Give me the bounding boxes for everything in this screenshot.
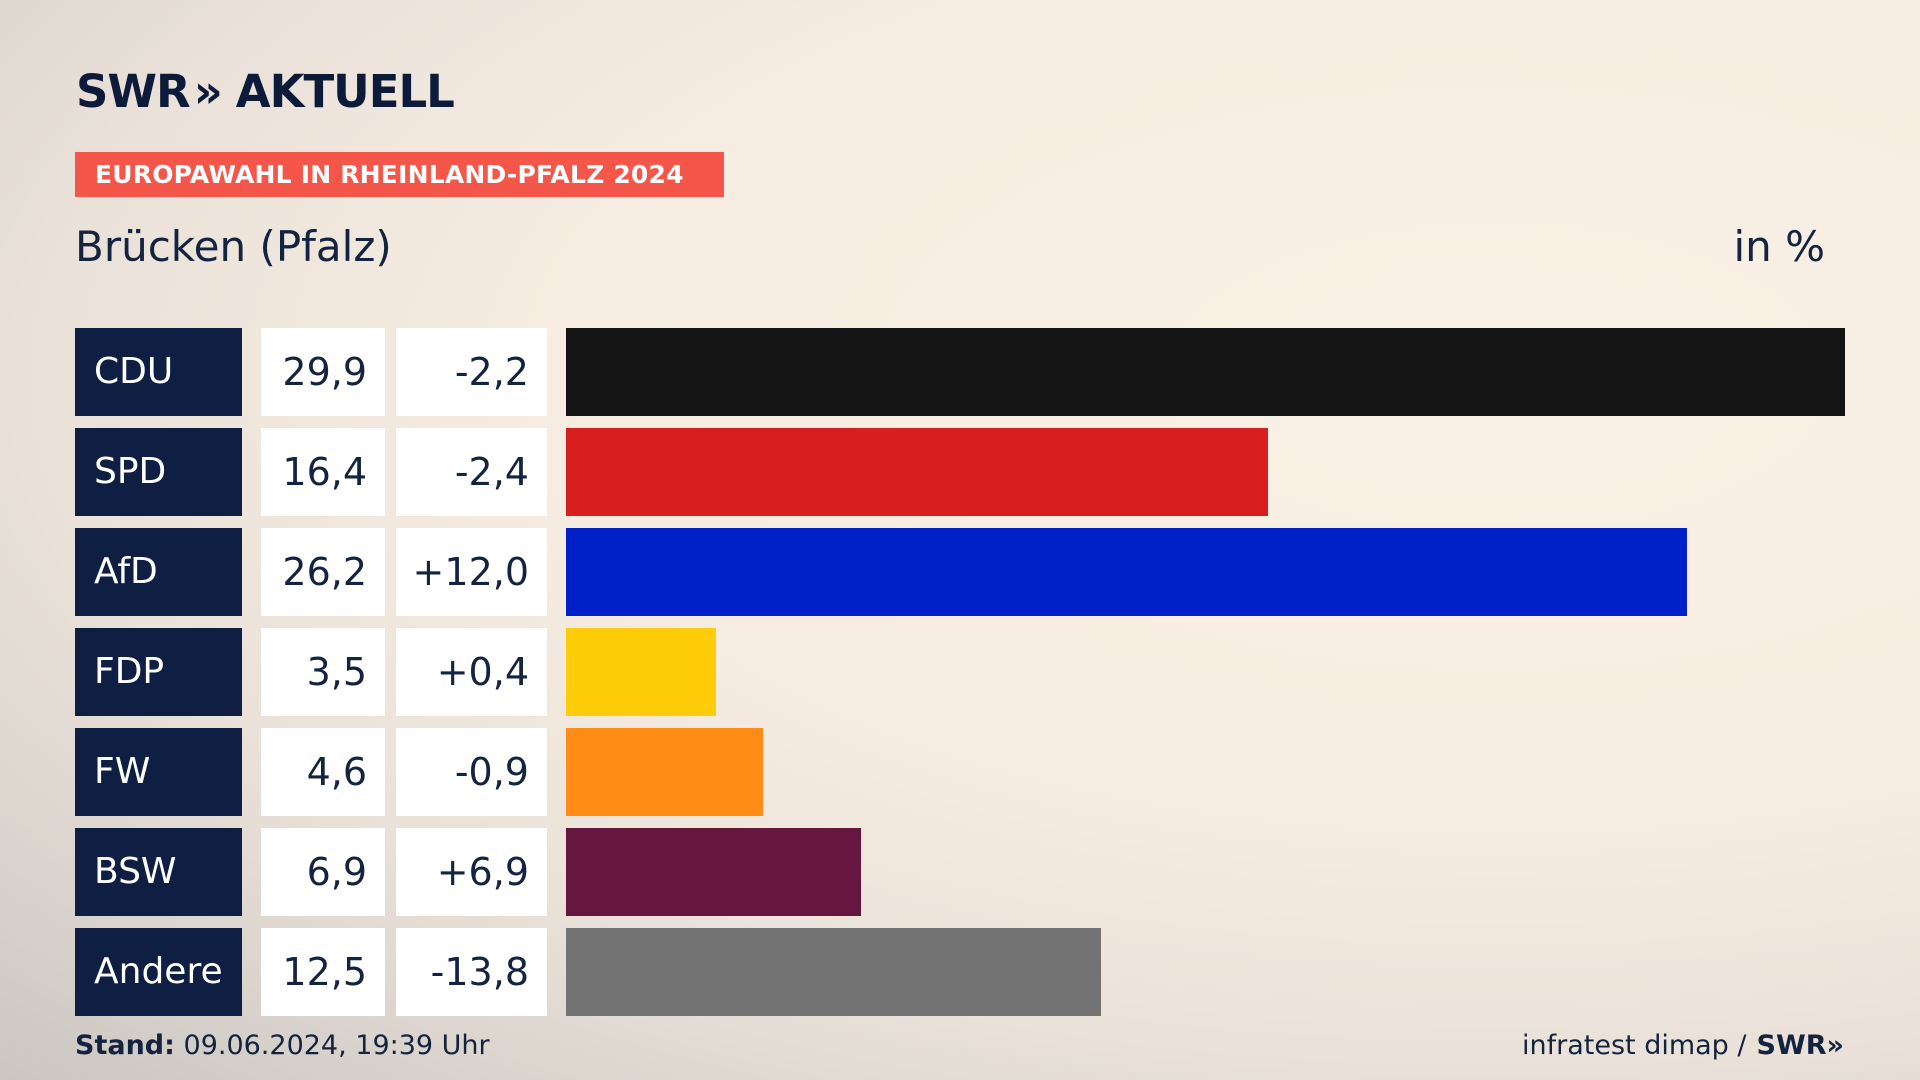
result-bar (566, 928, 1101, 1016)
stand-value: 09.06.2024, 19:39 Uhr (183, 1030, 490, 1061)
result-bar (566, 528, 1687, 616)
source-brand-text: SWR (1756, 1030, 1827, 1061)
party-label: AfD (75, 528, 242, 616)
election-banner: EUROPAWAHL IN RHEINLAND-PFALZ 2024 (75, 152, 724, 197)
result-bar (566, 328, 1845, 416)
change-value: -0,9 (396, 728, 547, 816)
party-label: SPD (75, 428, 242, 516)
result-value: 29,9 (261, 328, 385, 416)
result-value: 6,9 (261, 828, 385, 916)
result-value: 3,5 (261, 628, 385, 716)
result-value: 12,5 (261, 928, 385, 1016)
unit-label: in % (1733, 222, 1825, 271)
party-label: CDU (75, 328, 242, 416)
swr-aktuell-logo: SWR » AKTUELL (76, 64, 455, 118)
change-value: -2,2 (396, 328, 547, 416)
result-bar (566, 828, 861, 916)
result-value: 16,4 (261, 428, 385, 516)
change-value: +12,0 (396, 528, 547, 616)
source-chevron-icon: » (1826, 1030, 1844, 1061)
party-label: FDP (75, 628, 242, 716)
result-bar (566, 628, 716, 716)
result-value: 26,2 (261, 528, 385, 616)
change-value: -2,4 (396, 428, 547, 516)
source-brand: SWR» (1757, 1030, 1844, 1061)
logo-aktuell-text: AKTUELL (235, 64, 455, 118)
party-label: Andere (75, 928, 242, 1016)
party-label: BSW (75, 828, 242, 916)
timestamp: Stand: 09.06.2024, 19:39 Uhr (75, 1030, 490, 1061)
chart-title: Brücken (Pfalz) (75, 222, 392, 271)
logo-swr-text: SWR (76, 64, 191, 118)
change-value: +6,9 (396, 828, 547, 916)
result-bar (566, 728, 763, 816)
change-value: +0,4 (396, 628, 547, 716)
source-credit: infratest dimap / SWR» (1522, 1030, 1844, 1061)
party-label: FW (75, 728, 242, 816)
change-value: -13,8 (396, 928, 547, 1016)
result-bar (566, 428, 1268, 516)
stand-label: Stand: (75, 1030, 175, 1061)
source-text: infratest dimap / (1522, 1030, 1747, 1061)
result-value: 4,6 (261, 728, 385, 816)
logo-chevron-icon: » (193, 64, 223, 118)
